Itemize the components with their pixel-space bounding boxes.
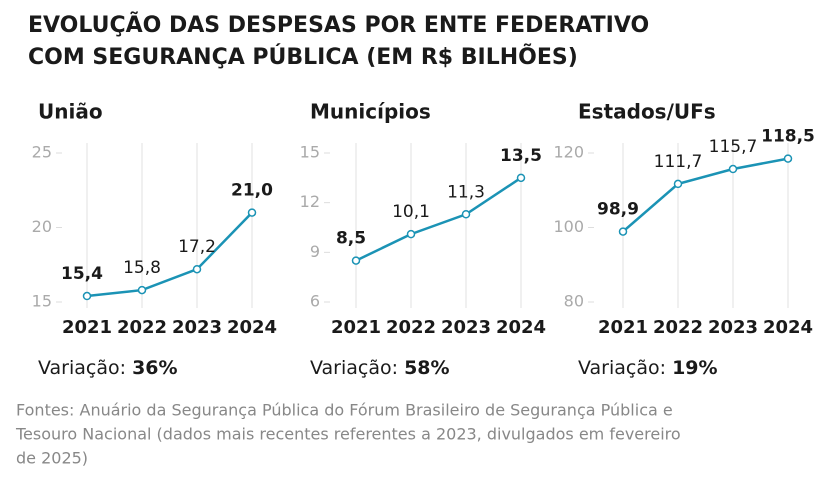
x-tick-label: 2021: [331, 317, 381, 338]
data-label: 17,2: [178, 237, 216, 257]
point: [351, 256, 361, 265]
line: [622, 157, 789, 233]
variation-value: 36%: [132, 357, 177, 379]
x-tick-label: 2024: [227, 317, 277, 338]
y-tick-label: 100: [553, 217, 584, 236]
y-tick-label: 120: [553, 143, 584, 162]
source: Fontes: Anuário da Segurança Pública do …: [16, 401, 673, 420]
variation-label: Variação:: [310, 357, 398, 379]
y-tick-label: 9: [310, 242, 320, 261]
data-label: 21,0: [231, 181, 273, 201]
source: de 2025): [16, 449, 88, 468]
x-tick-label: 2021: [62, 317, 112, 338]
x-tick-label: 2022: [386, 317, 436, 338]
variation-label: Variação:: [38, 357, 126, 379]
data-label: 10,1: [392, 202, 430, 222]
source: Tesouro Nacional (dados mais recentes re…: [15, 425, 681, 444]
variation-value: 58%: [404, 357, 449, 379]
point: [247, 208, 257, 217]
data-label: 115,7: [709, 137, 758, 157]
line: [355, 176, 522, 262]
data-label: 11,3: [447, 182, 485, 202]
panel-title: União: [38, 100, 103, 124]
y-tick-label: 20: [32, 217, 52, 236]
x-tick-label: 2023: [441, 317, 491, 338]
x-tick-label: 2022: [653, 317, 703, 338]
point: [461, 210, 471, 219]
line: [86, 211, 253, 298]
data-label: 15,4: [61, 264, 103, 284]
panel-title: Estados/UFs: [578, 100, 716, 124]
y-tick-label: 80: [564, 292, 584, 311]
y-tick-label: 6: [310, 292, 320, 311]
y-tick-label: 15: [300, 143, 320, 162]
point: [192, 264, 202, 274]
x-tick-label: 2021: [598, 317, 648, 338]
x-tick-label: 2024: [496, 317, 546, 338]
x-tick-label: 2023: [172, 317, 222, 338]
data-label: 8,5: [336, 229, 366, 249]
x-tick-label: 2024: [763, 317, 813, 338]
panel-title: Municípios: [310, 100, 431, 124]
point: [783, 154, 793, 163]
data-label: 15,8: [123, 258, 161, 278]
point: [82, 291, 92, 301]
chart-title: EVOLUÇÃO DAS DESPESAS POR ENTE FEDERATIV…: [28, 12, 649, 38]
x-tick-label: 2022: [117, 317, 167, 338]
variation-label: Variação:: [578, 357, 666, 379]
point: [137, 285, 147, 295]
variation-value: 19%: [672, 357, 717, 379]
data-label: 98,9: [597, 200, 639, 220]
y-tick-label: 25: [32, 143, 52, 162]
data-label: 13,5: [500, 146, 542, 166]
y-tick-label: 15: [32, 292, 52, 311]
variation: Variação: 19%: [578, 357, 718, 379]
point: [406, 229, 416, 239]
point: [673, 179, 683, 189]
point: [618, 227, 628, 236]
variation: Variação: 58%: [310, 357, 450, 379]
variation: Variação: 36%: [38, 357, 178, 379]
point: [516, 173, 526, 183]
data-label: 111,7: [654, 152, 703, 172]
data-label: 118,5: [761, 127, 815, 147]
x-tick-label: 2023: [708, 317, 758, 338]
point: [728, 164, 738, 174]
chart-title: COM SEGURANÇA PÚBLICA (EM R$ BILHÕES): [28, 44, 578, 70]
y-tick-label: 12: [300, 192, 320, 211]
